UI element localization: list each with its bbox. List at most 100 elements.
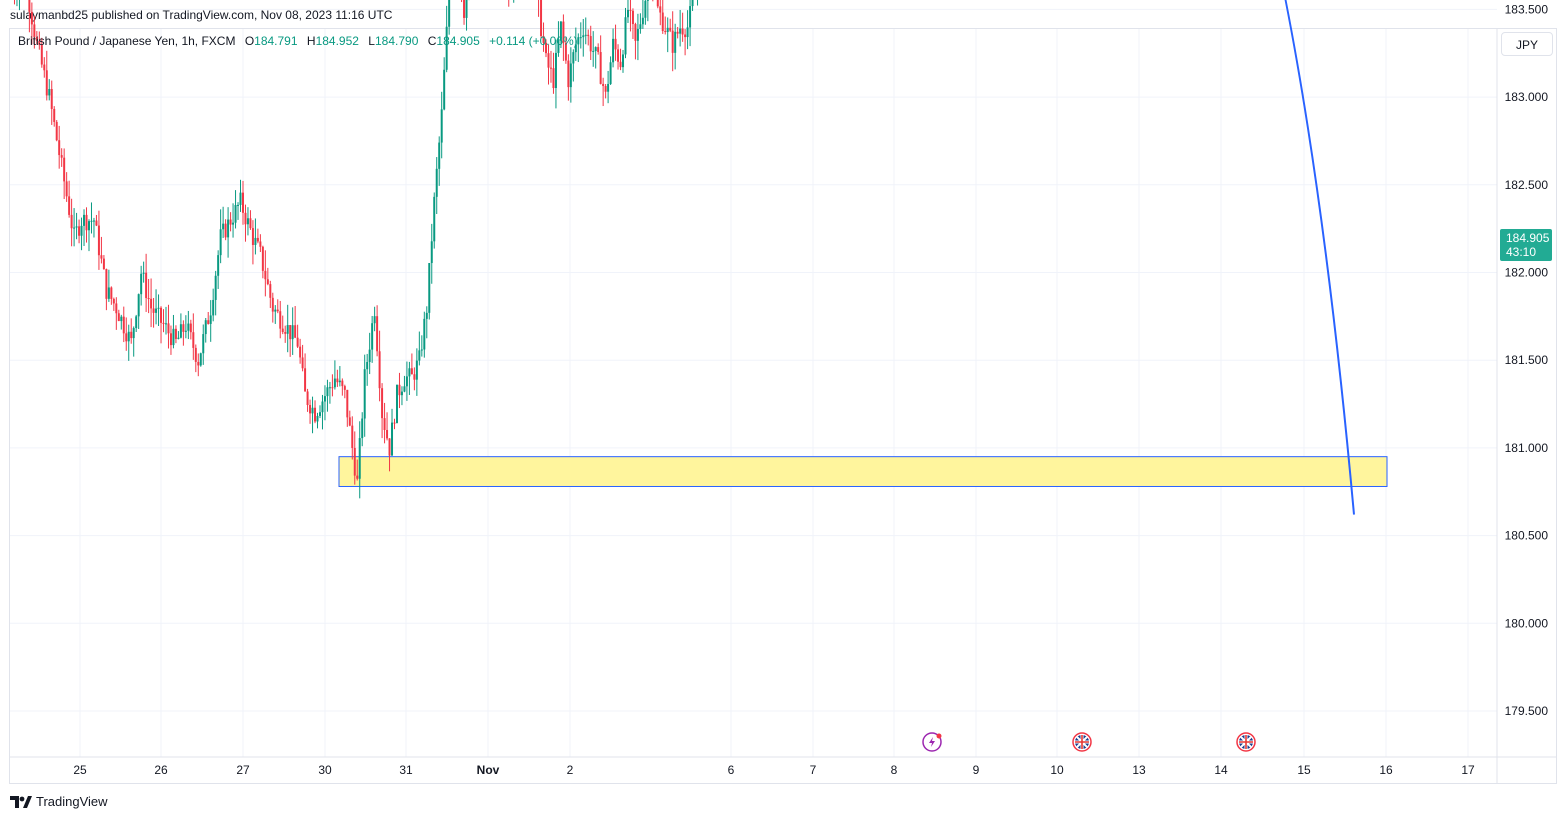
candle-body [75, 226, 78, 228]
open-value: 184.791 [254, 34, 298, 48]
candle-body [192, 332, 195, 348]
candle-body [562, 21, 565, 43]
candle-body [336, 378, 339, 383]
candle-body [304, 368, 307, 392]
x-tick-label: 27 [236, 763, 250, 777]
y-tick-label: 179.500 [1505, 704, 1549, 718]
candle-body [579, 37, 582, 39]
candle-body [594, 47, 597, 51]
candle-body [291, 325, 294, 340]
candle-body [58, 140, 61, 156]
candle-body [572, 52, 575, 64]
candle-body [371, 323, 374, 350]
candle-body [145, 272, 148, 299]
candle-body [689, 6, 692, 28]
candle-body [214, 275, 217, 300]
high-key: H [306, 34, 316, 48]
candle-body [602, 83, 605, 87]
candle-body [177, 337, 180, 339]
candle-body [346, 389, 349, 418]
candle-body [256, 237, 259, 242]
x-tick-label: 15 [1297, 763, 1311, 777]
candle-body [438, 142, 441, 169]
candle-body [607, 83, 610, 92]
tradingview-logo[interactable]: TradingView [10, 794, 108, 809]
currency-button[interactable]: JPY [1501, 32, 1553, 56]
candle-body [261, 246, 264, 271]
candle-body [92, 220, 95, 222]
candle-body [102, 258, 105, 270]
uk-flag-icon [1236, 732, 1256, 752]
candle-body [199, 353, 202, 366]
price-zone [338, 456, 1388, 487]
candle-body [212, 299, 215, 316]
candle-body [132, 328, 135, 339]
candle-body [274, 309, 277, 312]
candle-body [125, 333, 128, 342]
candle-body [316, 415, 319, 422]
x-tick-label: 17 [1461, 763, 1475, 777]
candle-body [147, 298, 150, 300]
candle-body [549, 67, 552, 69]
candle-body [361, 418, 364, 439]
candle-body [172, 328, 175, 346]
candle-body [130, 331, 133, 339]
change-value: +0.114 (+0.06%) [489, 34, 578, 48]
candle-body [547, 53, 550, 68]
candle-body [584, 34, 587, 36]
candle-body [376, 316, 379, 352]
candle-body [641, 17, 644, 25]
symbol-legend[interactable]: British Pound / Japanese Yen, 1h, FXCM O… [18, 34, 578, 48]
candle-body [624, 17, 627, 55]
last-price-value: 184.905 [1506, 231, 1550, 245]
high-value: 184.952 [315, 34, 359, 48]
candle-body [182, 324, 185, 332]
y-tick-label: 183.500 [1505, 2, 1549, 16]
candle-body [681, 28, 684, 35]
candle-body [423, 318, 426, 350]
candle-body [686, 27, 689, 38]
candle-body [207, 320, 210, 324]
candle-body [105, 269, 108, 299]
candle-body [646, 0, 649, 1]
candle-body [559, 21, 562, 41]
candle-body [388, 438, 391, 456]
candle-body [582, 35, 585, 38]
candle-body [314, 407, 317, 422]
candle-body [251, 228, 254, 245]
x-tick-label: 14 [1214, 763, 1228, 777]
candle-body [430, 241, 433, 264]
candle-body [634, 24, 637, 41]
candle-body [674, 31, 677, 53]
flag-cross-red [1075, 735, 1089, 749]
candle-body [157, 307, 160, 309]
x-tick-label: 2 [567, 763, 574, 777]
candle-body [398, 384, 401, 396]
candle-body [70, 214, 73, 229]
candle-body [244, 212, 247, 225]
candle-body [107, 287, 110, 299]
x-tick-label: 13 [1132, 763, 1146, 777]
candle-body [306, 391, 309, 406]
candle-body [328, 387, 331, 389]
candle-body [35, 36, 38, 41]
candle-body [142, 272, 145, 274]
candle-body [435, 168, 438, 197]
projection-curve [1284, 0, 1355, 515]
low-key: L [368, 34, 375, 48]
candle-body [239, 192, 242, 205]
candle-body [309, 405, 312, 414]
candle-body [617, 49, 620, 62]
candle-body [353, 447, 356, 476]
candle-body [418, 350, 421, 361]
candle-body [386, 429, 389, 439]
candle-body [333, 378, 336, 388]
candle-body [567, 60, 570, 88]
candle-body [574, 44, 577, 53]
candle-body [48, 89, 51, 96]
projection-overlay [1284, 0, 1355, 515]
candle-body [577, 37, 580, 45]
candle-body [276, 309, 279, 312]
candle-body [162, 322, 165, 324]
